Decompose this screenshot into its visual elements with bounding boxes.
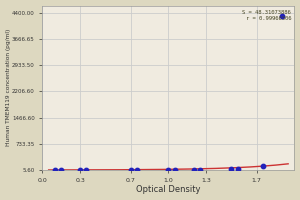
X-axis label: Optical Density: Optical Density: [136, 185, 201, 194]
Point: [229, 168, 234, 171]
Point: [260, 164, 265, 167]
Point: [52, 168, 57, 171]
Point: [197, 168, 202, 171]
Point: [59, 168, 64, 171]
Point: [128, 168, 133, 171]
Point: [166, 168, 171, 171]
Text: S = 48.31073886
r = 0.99966306: S = 48.31073886 r = 0.99966306: [242, 10, 291, 21]
Y-axis label: Human TMEM119 concentration (pg/ml): Human TMEM119 concentration (pg/ml): [6, 29, 10, 146]
Point: [235, 167, 240, 170]
Point: [78, 168, 82, 171]
Point: [172, 168, 177, 171]
Point: [279, 15, 284, 18]
Point: [134, 168, 139, 171]
Point: [191, 168, 196, 171]
Point: [84, 168, 89, 171]
